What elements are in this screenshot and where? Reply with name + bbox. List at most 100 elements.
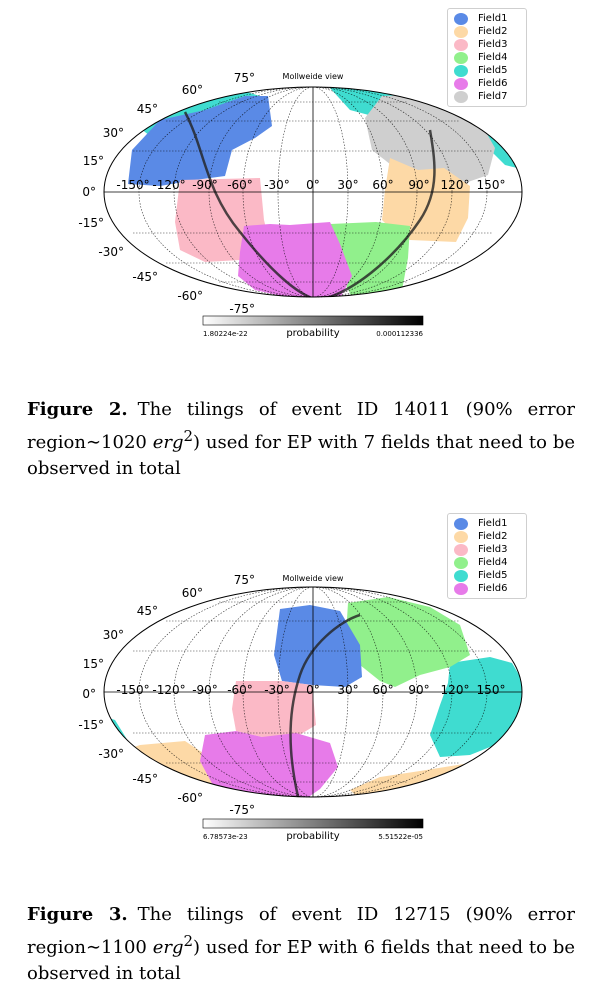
lat-label: 60°: [182, 586, 203, 600]
tiling-fields: [104, 597, 522, 797]
lat-label: 15°: [83, 657, 104, 671]
lat-label: -75°: [229, 803, 255, 817]
legend-item: Field5: [454, 569, 520, 582]
figure-number: Figure 2.: [27, 399, 128, 420]
lon-label: 90°: [408, 683, 429, 697]
legend-swatch: [454, 77, 468, 90]
legend-item: Field5: [454, 64, 520, 77]
colorbar: [202, 818, 424, 829]
lon-label: -120°: [152, 178, 185, 192]
mollweide-map-1: Mollweide view: [78, 71, 523, 339]
colorbar: [202, 315, 424, 326]
lon-labels: -150° -120° -90° -60° -30° 0° 30° 60° 90…: [116, 178, 505, 192]
lat-label: -45°: [132, 270, 158, 284]
lat-label: 45°: [137, 604, 158, 618]
lat-label: 75°: [234, 71, 255, 85]
legend-item: Field3: [454, 543, 520, 556]
figure-3: Mollweide view: [0, 505, 597, 850]
probability-arc: [289, 613, 361, 797]
legend: Field1 Field2 Field3 Field4 Field5 Field…: [447, 513, 527, 599]
legend-swatch: [454, 582, 468, 595]
field6-region: [238, 222, 352, 297]
legend-item: Field6: [454, 582, 520, 595]
probability-arc: [183, 111, 436, 297]
legend-swatch: [454, 569, 468, 582]
legend-item: Field4: [454, 51, 520, 64]
lon-label: 120°: [441, 178, 470, 192]
lon-label: 0°: [306, 683, 320, 697]
lon-label: -120°: [152, 683, 185, 697]
legend-item: Field6: [454, 77, 520, 90]
lat-label: -30°: [98, 747, 124, 761]
legend-swatch: [454, 543, 468, 556]
lon-label: 30°: [337, 178, 358, 192]
colorbar-max: 0.000112336: [376, 330, 423, 338]
lat-label: 0°: [82, 185, 96, 199]
lat-label: -15°: [78, 718, 104, 732]
legend-swatch: [454, 38, 468, 51]
lat-labels: 75° 60° 45° 30° 15° 0° -15° -30° -45° -6…: [78, 573, 255, 817]
colorbar-label: probability: [286, 831, 339, 842]
colorbar-min: 1.80224e-22: [203, 330, 248, 338]
legend-swatch: [454, 12, 468, 25]
map-title: Mollweide view: [283, 72, 344, 81]
lat-label: -15°: [78, 216, 104, 230]
lon-label: -30°: [264, 178, 290, 192]
figure-number: Figure 3.: [27, 904, 128, 925]
lat-label: 30°: [103, 126, 124, 140]
lon-labels: -150° -120° -90° -60° -30° 0° 30° 60° 90…: [116, 683, 505, 697]
lon-label: -30°: [264, 683, 290, 697]
legend-swatch: [454, 25, 468, 38]
legend: Field1 Field2 Field3 Field4 Field5 Field…: [447, 8, 527, 107]
legend-swatch: [454, 530, 468, 543]
legend-swatch: [454, 64, 468, 77]
field5-region-west: [104, 715, 128, 751]
field2-region: [382, 158, 470, 242]
lat-label: 60°: [182, 83, 203, 97]
lat-label: -75°: [229, 302, 255, 316]
lat-label: 45°: [137, 102, 158, 116]
lon-label: -90°: [192, 683, 218, 697]
lon-label: -150°: [116, 683, 149, 697]
lon-label: 150°: [477, 178, 506, 192]
map-outline: [103, 86, 523, 298]
lat-label: -30°: [98, 245, 124, 259]
field1-region: [128, 96, 272, 186]
figure-caption: Figure 3. The tilings of event ID 12715 (…: [27, 904, 576, 984]
legend-swatch: [454, 90, 468, 103]
lat-label: -60°: [177, 791, 203, 805]
map-outline: [103, 586, 523, 798]
lon-label: -60°: [227, 683, 253, 697]
map-title: Mollweide view: [283, 574, 344, 583]
lon-label: 60°: [372, 178, 393, 192]
legend-swatch: [454, 51, 468, 64]
lat-label: 15°: [83, 154, 104, 168]
colorbar-min: 6.78573e-23: [203, 833, 248, 841]
lat-label: 0°: [82, 687, 96, 701]
lat-label: -45°: [132, 772, 158, 786]
colorbar-max: 5.51522e-05: [378, 833, 423, 841]
legend-item: Field3: [454, 38, 520, 51]
legend-item: Field1: [454, 12, 520, 25]
tiling-fields: [128, 88, 522, 297]
legend-item: Field1: [454, 517, 520, 530]
field6-region: [200, 731, 338, 797]
lon-label: 120°: [441, 683, 470, 697]
mollweide-map-2: Mollweide view: [78, 573, 523, 842]
legend-item: Field2: [454, 530, 520, 543]
lon-label: -60°: [227, 178, 253, 192]
legend-swatch: [454, 517, 468, 530]
lat-label: 75°: [234, 573, 255, 587]
lon-label: 30°: [337, 683, 358, 697]
lon-label: -150°: [116, 178, 149, 192]
lon-label: 150°: [477, 683, 506, 697]
lat-label: -60°: [177, 289, 203, 303]
lat-labels: 75° 60° 45° 30° 15° 0° -15° -30° -45° -6…: [78, 71, 255, 316]
lon-label: 60°: [372, 683, 393, 697]
figure-caption: Figure 2. The tilings of event ID 14011 (…: [27, 399, 576, 479]
figure-2: Mollweide view: [0, 0, 597, 345]
lat-label: 30°: [103, 628, 124, 642]
lon-label: -90°: [192, 178, 218, 192]
colorbar-label: probability: [286, 328, 339, 339]
legend-swatch: [454, 556, 468, 569]
